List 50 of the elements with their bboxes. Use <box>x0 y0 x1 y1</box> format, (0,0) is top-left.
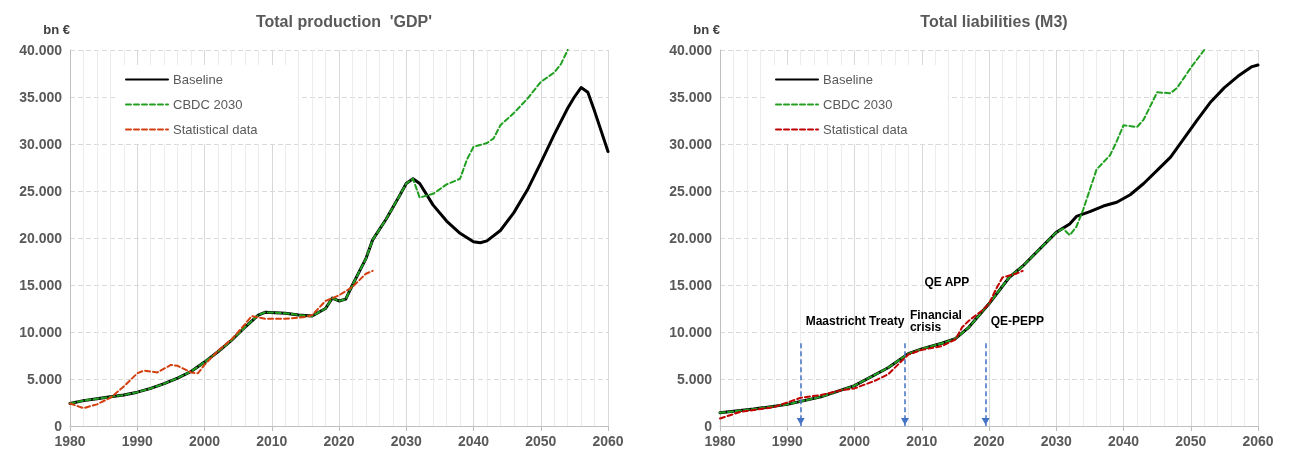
y-tick-label: 5.000 <box>676 371 713 387</box>
legend-label: Statistical data <box>173 122 259 137</box>
y-axis-title: bn € <box>693 22 720 37</box>
x-tick-label: 2040 <box>457 433 490 449</box>
y-tick-label: 35.000 <box>669 89 713 105</box>
x-tick-label: 2020 <box>323 433 355 449</box>
y-tick-label: 0 <box>704 418 713 434</box>
x-tick-label: 1980 <box>54 433 86 449</box>
ref-line-label: Maastricht Treaty <box>805 313 905 328</box>
y-tick-label: 15.000 <box>669 277 713 293</box>
y-tick-label: 25.000 <box>669 183 713 199</box>
ref-line-label: Financial crisis <box>909 307 962 334</box>
y-tick-label: 40.000 <box>669 42 713 58</box>
x-tick-label: 1980 <box>704 433 736 449</box>
annotation: QE APP <box>924 274 970 289</box>
y-tick-label: 5.000 <box>26 371 63 387</box>
legend-label: CBDC 2030 <box>173 97 243 112</box>
legend-label: Baseline <box>823 72 873 87</box>
y-tick-label: 35.000 <box>19 89 63 105</box>
x-tick-label: 2010 <box>256 433 288 449</box>
legend-label: Baseline <box>173 72 223 87</box>
y-tick-label: 30.000 <box>669 136 713 152</box>
x-tick-label: 2060 <box>1242 433 1274 449</box>
y-tick-label: 40.000 <box>19 42 63 58</box>
y-tick-label: 20.000 <box>669 230 713 246</box>
x-tick-label: 2040 <box>1107 433 1140 449</box>
y-tick-label: 0 <box>54 418 63 434</box>
y-axis-title: bn € <box>43 22 70 37</box>
x-tick-label: 2000 <box>838 433 871 449</box>
x-tick-label: 2060 <box>592 433 624 449</box>
y-tick-label: 25.000 <box>19 183 63 199</box>
x-tick-label: 2010 <box>906 433 938 449</box>
x-tick-label: 2050 <box>1175 433 1207 449</box>
y-tick-label: 10.000 <box>19 324 63 340</box>
legend-label: Statistical data <box>823 122 909 137</box>
legend-label: CBDC 2030 <box>823 97 893 112</box>
y-tick-label: 30.000 <box>19 136 63 152</box>
x-tick-label: 2000 <box>188 433 221 449</box>
ref-line-label: QE-PEPP <box>990 313 1044 328</box>
y-tick-label: 10.000 <box>669 324 713 340</box>
y-tick-label: 20.000 <box>19 230 63 246</box>
x-tick-label: 2030 <box>390 433 423 449</box>
chart-title: Total production 'GDP' <box>255 12 433 30</box>
x-tick-label: 2030 <box>1040 433 1073 449</box>
x-tick-label: 1990 <box>121 433 154 449</box>
x-tick-label: 2020 <box>973 433 1005 449</box>
y-tick-label: 15.000 <box>19 277 63 293</box>
chart-title: Total liabilities (M3) <box>920 12 1068 30</box>
x-tick-label: 1990 <box>771 433 804 449</box>
x-tick-label: 2050 <box>525 433 557 449</box>
